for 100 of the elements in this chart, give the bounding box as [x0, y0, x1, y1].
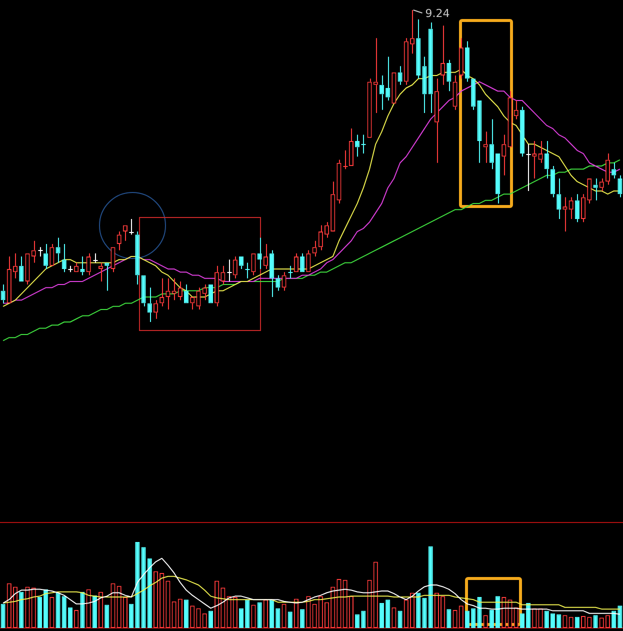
bar — [44, 589, 48, 628]
candlestick — [232, 256, 238, 279]
candlestick — [214, 265, 220, 307]
candlestick — [220, 265, 226, 286]
candlestick — [428, 22, 433, 114]
bar — [56, 592, 60, 628]
bar — [355, 614, 360, 628]
candlestick — [502, 134, 506, 176]
bar — [288, 612, 292, 628]
candlestick — [263, 244, 268, 270]
candlestick — [422, 56, 427, 114]
candlestick — [440, 25, 446, 86]
candlestick — [562, 196, 568, 232]
candlestick — [416, 18, 421, 80]
candlestick — [581, 194, 586, 223]
candlestick — [276, 274, 280, 292]
bar — [92, 595, 97, 628]
candlestick — [147, 287, 152, 322]
candlestick — [568, 196, 574, 220]
candlestick — [605, 153, 610, 186]
candlestick — [257, 237, 262, 270]
candlestick — [0, 284, 6, 304]
candlestick — [244, 262, 250, 279]
candlestick — [612, 162, 616, 179]
candlestick — [398, 66, 402, 86]
candlestick — [306, 250, 311, 272]
bar — [0, 604, 6, 628]
candlestick — [238, 256, 244, 270]
bar — [496, 596, 500, 628]
bar — [141, 547, 146, 628]
candlestick — [38, 246, 44, 257]
candlestick — [452, 75, 458, 110]
candlestick — [92, 252, 98, 264]
bar — [618, 606, 622, 628]
candlestick — [196, 287, 201, 310]
annotation: 9.24 — [425, 6, 450, 20]
candlestick — [62, 244, 66, 273]
candlestick — [184, 284, 189, 304]
bar — [80, 592, 85, 628]
bar — [257, 602, 262, 628]
candlestick — [251, 253, 256, 276]
bar — [398, 610, 402, 628]
candlestick — [141, 275, 146, 307]
bar — [37, 597, 42, 628]
candlestick — [593, 178, 598, 201]
candlestick — [386, 56, 390, 101]
candlestick — [318, 224, 323, 251]
candlestick — [336, 159, 342, 204]
bar — [238, 608, 244, 628]
candlestick — [135, 231, 140, 286]
bar — [520, 613, 525, 628]
candlestick — [50, 244, 54, 266]
candlestick — [404, 38, 408, 86]
candlestick — [508, 90, 512, 148]
candlestick — [25, 253, 30, 286]
bar — [416, 592, 421, 628]
bar — [422, 598, 427, 628]
candlestick — [618, 174, 622, 198]
candlestick — [477, 100, 482, 164]
candlestick — [86, 252, 91, 276]
candlestick — [104, 262, 110, 292]
candlestick — [330, 181, 336, 232]
bar — [19, 592, 24, 628]
candlestick — [178, 280, 182, 301]
bar — [68, 607, 73, 628]
candlestick — [434, 78, 439, 164]
candlestick — [367, 78, 372, 138]
candlestick — [471, 78, 476, 110]
candlestick — [458, 38, 464, 80]
bar — [471, 608, 476, 628]
bar — [593, 615, 598, 628]
bar — [184, 600, 189, 628]
bar — [270, 600, 274, 628]
bar — [135, 542, 140, 628]
bar — [104, 604, 110, 628]
candlestick — [110, 247, 116, 273]
candlestick — [464, 40, 470, 82]
candlestick — [116, 231, 122, 251]
bar — [300, 609, 305, 628]
bar — [208, 610, 214, 628]
candlestick — [587, 178, 592, 204]
bar — [245, 600, 250, 628]
candlestick — [300, 252, 305, 272]
candlestick — [574, 194, 580, 223]
candlestick — [294, 252, 299, 272]
candlestick — [348, 128, 354, 166]
candlestick — [342, 150, 348, 170]
bar — [428, 546, 433, 628]
bar — [550, 613, 556, 628]
candlestick — [489, 118, 494, 170]
candlestick — [153, 300, 158, 320]
bar — [129, 604, 134, 628]
candlestick — [526, 144, 532, 192]
candlestick — [520, 106, 525, 158]
candlestick — [544, 140, 549, 179]
candlestick — [324, 222, 330, 238]
candlestick — [128, 218, 134, 236]
candlestick — [6, 256, 12, 304]
candlestick — [288, 265, 294, 279]
candlestick — [379, 75, 384, 110]
